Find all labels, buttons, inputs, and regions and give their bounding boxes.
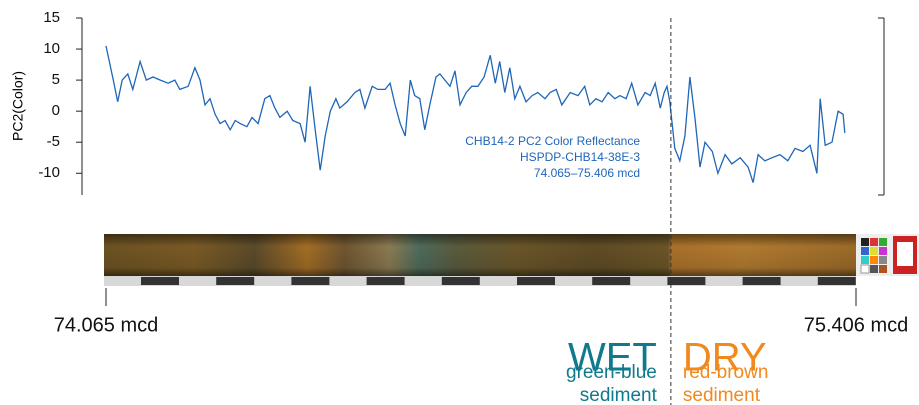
wet-description: sediment: [580, 385, 658, 405]
scale-block: [291, 277, 330, 285]
x-tick-label: 74.065 mcd: [54, 314, 159, 336]
scale-block: [366, 277, 405, 285]
scale-block: [441, 277, 480, 285]
dry-title: DRY: [683, 336, 767, 380]
y-tick-label: 0: [52, 102, 60, 119]
scale-block: [742, 277, 781, 285]
y-tick-label: -5: [47, 133, 60, 150]
data-line: [105, 45, 846, 183]
y-tick-label: 5: [52, 71, 60, 88]
x-tick-label: 75.406 mcd: [804, 314, 909, 336]
annotation: CHB14-2 PC2 Color Reflectance: [465, 134, 640, 148]
y-tick-label: -10: [38, 164, 60, 181]
annotation: 74.065–75.406 mcd: [534, 166, 640, 180]
y-tick-label: 15: [43, 9, 60, 26]
scale-block: [517, 277, 555, 285]
dry-description: red-brown: [683, 362, 769, 383]
y-axis-label: PC2(Color): [10, 71, 26, 141]
scale-block: [817, 277, 856, 285]
annotation: HSPDP-CHB14-38E-3: [520, 150, 640, 164]
scale-block: [141, 277, 179, 285]
wet-title: WET: [568, 336, 657, 380]
scale-block: [216, 277, 255, 285]
core-photo: [104, 234, 919, 286]
dry-description: sediment: [683, 385, 761, 405]
scale-block: [592, 277, 631, 285]
y-tick-label: 10: [43, 40, 60, 57]
wet-description: green-blue: [566, 362, 657, 383]
scale-block: [667, 277, 706, 285]
